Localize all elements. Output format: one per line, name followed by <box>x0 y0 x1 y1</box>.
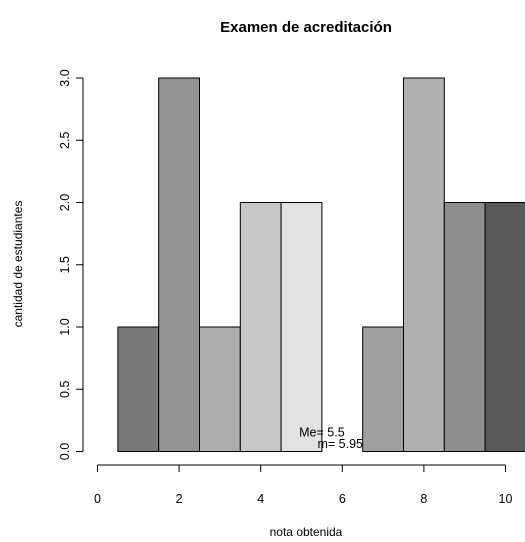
x-tick-label: 0 <box>94 492 101 506</box>
x-axis-label: nota obtenida <box>270 525 343 539</box>
y-tick-label: 3.0 <box>58 69 72 86</box>
annotation-label: Me= 5.5 <box>299 426 345 440</box>
y-tick-label: 2.5 <box>58 132 72 149</box>
bar-2 <box>158 77 200 452</box>
bar-10 <box>484 202 525 452</box>
bar-4 <box>239 202 282 452</box>
bar-7 <box>362 326 405 452</box>
x-tick-label: 10 <box>499 492 513 506</box>
y-tick-label: 1.5 <box>58 256 72 273</box>
bar-5 <box>280 202 323 452</box>
bar-3 <box>199 326 241 452</box>
x-tick-label: 6 <box>339 492 346 506</box>
bar-8 <box>403 77 445 452</box>
y-tick-label: 0.5 <box>58 381 72 398</box>
x-tick-label: 8 <box>420 492 427 506</box>
y-tick-label: 0.0 <box>58 443 72 460</box>
bars-group <box>117 77 525 452</box>
x-axis: 0 2 4 6 8 10 <box>94 464 513 506</box>
annotations-group: Me= 5.5m= 5.95 <box>299 426 363 451</box>
y-axis: 0.0 0.5 1.0 1.5 2.0 2.5 3.0 <box>58 69 84 460</box>
y-tick-label: 2.0 <box>58 194 72 211</box>
bar-9 <box>443 202 486 452</box>
chart-title: Examen de acreditación <box>220 19 392 36</box>
bar-1 <box>117 326 160 452</box>
y-tick-label: 1.0 <box>58 318 72 335</box>
annotation-label: m= 5.95 <box>318 437 364 451</box>
x-tick-label: 2 <box>176 492 183 506</box>
x-tick-label: 4 <box>257 492 264 506</box>
y-axis-label: cantidad de estudiantes <box>11 201 25 328</box>
